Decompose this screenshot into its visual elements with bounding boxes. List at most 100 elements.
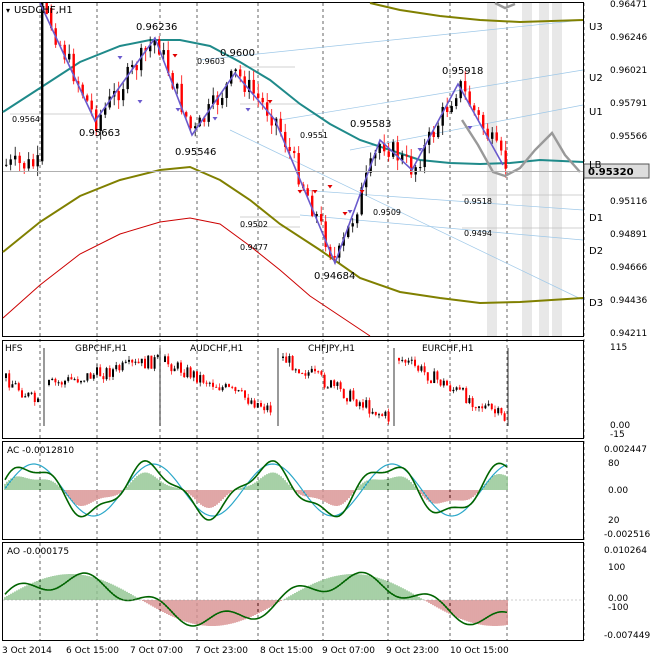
hfs-body [99, 367, 102, 377]
price-axis: 0.96471 0.96246 0.96021 0.95791 0.95566 … [610, 0, 647, 339]
ao-label: AO -0.000175 [7, 547, 69, 557]
annotation: 0.94684 [314, 271, 355, 282]
candle-body [464, 81, 467, 92]
hfs-body [64, 380, 66, 385]
hfs-body [196, 371, 198, 383]
hfs-body [27, 392, 30, 397]
candle-body [441, 106, 444, 126]
hfs-body [33, 392, 36, 403]
candle-body [185, 112, 188, 117]
future-bar [552, 3, 562, 336]
annotation: 0.9603 [197, 57, 225, 66]
candle-body [45, 3, 48, 15]
hfs-body [291, 356, 294, 371]
hfs-body [147, 355, 150, 369]
teal-ma-line [2, 39, 584, 166]
hfs-body [452, 389, 455, 392]
candle-body [437, 125, 440, 138]
candle-body [347, 226, 350, 238]
hfs-body [205, 382, 208, 384]
candle-body [99, 114, 102, 132]
hfs-body [164, 356, 166, 362]
hfs-body [30, 392, 33, 394]
hfs-body [224, 384, 227, 388]
hfs-body [134, 361, 137, 363]
candle-body [135, 64, 138, 71]
candle-body [288, 146, 291, 151]
candle-body [486, 128, 489, 139]
hfs-body [199, 375, 202, 383]
candle-body [270, 115, 273, 126]
hfs-body [481, 406, 484, 409]
hfs-body [355, 399, 358, 407]
ao-axis-tick: 0.010264 [604, 546, 647, 556]
candle-body [360, 187, 363, 215]
candle-body [63, 44, 66, 60]
hfs-body [352, 390, 355, 400]
hfs-body [333, 380, 336, 386]
hfs-body [317, 371, 320, 373]
hfs-body [407, 360, 410, 363]
hfs-body [260, 403, 262, 407]
hfs-body [144, 358, 146, 369]
hfs-body [304, 373, 307, 376]
ao-axis-tick: 100 [608, 563, 625, 573]
candle-body [104, 107, 107, 115]
time-tick: 8 Oct 15:00 [260, 646, 313, 656]
candle-body [477, 110, 480, 115]
hfs-body [458, 387, 461, 390]
candle-body [284, 131, 287, 147]
hfs-body [124, 361, 127, 363]
hfs-body [112, 369, 114, 377]
candle-body [41, 3, 44, 162]
price-annotations: 0.9564 0.95663 0.96236 0.9603 0.9600 0.9… [12, 22, 492, 282]
ao-axis-tick: -100 [608, 603, 629, 613]
hfs-symbol: AUDCHF,H1 [190, 344, 243, 354]
candle-body [162, 50, 165, 55]
candle-body [207, 104, 210, 122]
annotation: 0.9509 [373, 208, 401, 217]
fan-line [279, 69, 584, 121]
hfs-body [323, 374, 326, 388]
level-label-u2: U2 [589, 73, 603, 84]
candle-body [140, 47, 143, 71]
hfs-body [86, 373, 89, 381]
candle-body [122, 89, 125, 101]
fractal-markers [117, 54, 473, 216]
hfs-body [76, 379, 79, 383]
hfs-body [314, 368, 316, 372]
fractal-marker [312, 190, 318, 194]
hfs-axis-tick: 0.00 [610, 421, 630, 431]
hfs-body [490, 403, 493, 410]
candle-body [216, 95, 219, 105]
hfs-body [336, 382, 339, 386]
candle-body [405, 154, 408, 157]
candle-body [5, 164, 8, 166]
hfs-body [417, 365, 420, 371]
time-tick: 9 Oct 07:00 [322, 646, 375, 656]
annotation: 0.9502 [240, 220, 268, 229]
annotation: 0.96236 [136, 22, 177, 33]
candle-body [396, 142, 399, 161]
hfs-body [128, 359, 130, 362]
candle-body [266, 102, 269, 116]
hfs-body [167, 356, 170, 365]
current-price-value: 0.95320 [588, 167, 634, 178]
forecast-path [460, 119, 581, 178]
hfs-body [186, 367, 189, 378]
hfs-body [430, 380, 432, 384]
candle-body [90, 100, 93, 110]
candle-body [234, 69, 237, 72]
candle-body [500, 140, 503, 151]
candle-body [311, 195, 314, 216]
candle-body [203, 117, 206, 122]
candle-body [180, 83, 183, 113]
candle-body [36, 155, 39, 167]
candle-body [450, 106, 453, 113]
candle-body [27, 159, 30, 169]
candle-body [257, 93, 260, 98]
candle-body [72, 53, 75, 82]
hfs-body [474, 407, 477, 409]
level-label-u3: U3 [589, 22, 603, 33]
annotation: 0.9494 [464, 229, 492, 238]
